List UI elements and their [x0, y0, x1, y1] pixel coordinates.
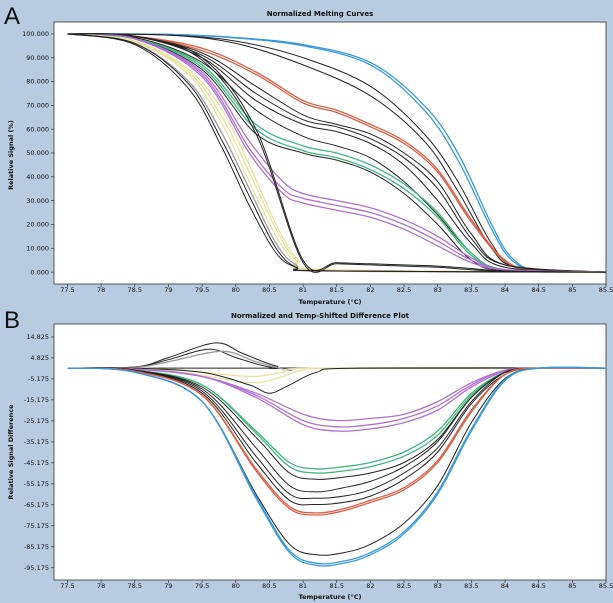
panel-a-y-tick-label: 60.000 — [26, 125, 49, 133]
panel-a-plot-area — [53, 21, 607, 285]
panel-a-x-tick-label: 80 — [232, 286, 240, 294]
panel-a-x-tick-label: 79.5 — [195, 286, 209, 294]
panel-b-x-tick-label: 81.5 — [329, 582, 343, 590]
panel-b-y-tick-label: -65.175 — [24, 501, 49, 509]
panel-a-x-tick-label: 85.5 — [599, 286, 613, 294]
panel-b-y-tick-label: 4.825 — [30, 354, 49, 362]
panel-b-y-ticks: 14.825 4.825 -5.175 -15.175 -25.175 -35.175 -4… — [24, 333, 54, 572]
panel-b-x-tick-label: 80 — [232, 582, 240, 590]
panel-a-series-line-black — [67, 33, 607, 273]
panel-a-y-ticks: 100.000 90.000 80.000 70.000 60.000 50.000 40.… — [22, 30, 54, 276]
panel-b-x-tick-label: 78 — [97, 582, 105, 590]
panel-b-x-tick-label: 79.5 — [195, 582, 209, 590]
panel-a-series-line-red — [67, 33, 607, 273]
panel-a-series-line-purple — [67, 33, 607, 273]
panel-a-series-line-blue — [67, 33, 607, 273]
panel-a-x-tick-label: 85 — [568, 286, 576, 294]
panel-b-x-tick-label: 82.5 — [397, 582, 411, 590]
panel-a-x-tick-label: 79 — [164, 286, 172, 294]
panel-a-letter: A — [4, 3, 20, 30]
panel-a-y-tick-label: 50.000 — [26, 149, 49, 157]
panel-b-series-line-purple — [67, 367, 607, 432]
panel-a-y-tick-label: 90.000 — [26, 54, 49, 62]
panel-b-x-tick-label: 84.5 — [531, 582, 545, 590]
panel-a-x-tick-label: 81.5 — [329, 286, 343, 294]
panel-a-y-tick-label: 80.000 — [26, 78, 49, 86]
panel-b-y-tick-label: -45.175 — [24, 459, 49, 467]
panel-b-series-line-blue — [67, 366, 607, 565]
panel-b-letter: B — [4, 307, 20, 334]
panel-a-series-line-black — [67, 33, 607, 273]
panel-a-x-tick-label: 84.5 — [531, 286, 545, 294]
panel-a-series-line-green — [67, 33, 607, 273]
panel-a-y-tick-label: 70.000 — [26, 102, 49, 110]
panel-b-series — [67, 342, 607, 567]
panel-b-x-tick-label: 82 — [366, 582, 374, 590]
panel-a-x-tick-label: 80.5 — [262, 286, 276, 294]
panel-b-series-line-black — [67, 367, 607, 500]
panel-b-x-tick-label: 83.5 — [464, 582, 478, 590]
panel-a-x-tick-label: 82.5 — [397, 286, 411, 294]
panel-b-x-tick-label: 79 — [164, 582, 172, 590]
panel-b-y-axis-label: Relative Signal Difference — [7, 404, 15, 500]
panel-b-y-tick-label: -15.175 — [24, 396, 49, 404]
panel-a-x-tick-label: 77.5 — [60, 286, 74, 294]
panel-a-series — [67, 33, 607, 273]
panel-a-series-line-black — [67, 33, 607, 273]
panel-b-y-tick-label: -25.175 — [24, 417, 49, 425]
panel-b-x-tick-label: 77.5 — [60, 582, 74, 590]
panel-a-series-line-red — [67, 33, 607, 273]
panel-b-y-tick-label: -5.175 — [28, 375, 49, 383]
panel-b-x-tick-label: 78.5 — [128, 582, 142, 590]
panel-a-y-tick-label: 100.000 — [22, 30, 49, 38]
panel-a-x-tick-label: 78.5 — [128, 286, 142, 294]
panel-b-x-tick-label: 84 — [501, 582, 509, 590]
panel-a-y-tick-label: 10.000 — [26, 244, 49, 252]
panel-b-plot-area — [53, 323, 607, 581]
panel-a-x-axis-label: Temperature (°C) — [299, 298, 362, 306]
panel-a-y-tick-label: 30.000 — [26, 197, 49, 205]
panel-a-y-tick-label: 0.000 — [30, 268, 49, 276]
panel-b-title: Normalized and Temp-Shifted Difference P… — [231, 312, 410, 320]
panel-a-x-tick-label: 84 — [501, 286, 509, 294]
panel-a-x-tick-label: 81 — [299, 286, 307, 294]
panel-b-x-axis-label: Temperature (°C) — [299, 593, 362, 601]
panel-a-x-tick-label: 82 — [366, 286, 374, 294]
panel-b: B Normalized and Temp-Shifted Difference… — [4, 307, 613, 601]
panel-a-series-line-purple — [67, 33, 607, 273]
panel-b-x-tick-label: 85.5 — [599, 582, 613, 590]
panel-b-x-tick-label: 81 — [299, 582, 307, 590]
panel-b-series-line-black — [67, 367, 607, 394]
panel-b-x-tick-label: 80.5 — [262, 582, 276, 590]
panel-b-y-tick-label: -35.175 — [24, 438, 49, 446]
panel-a-y-axis-label: Relative Signal (%) — [7, 120, 15, 190]
panel-b-series-line-red — [67, 366, 607, 516]
panel-a-y-tick-label: 40.000 — [26, 173, 49, 181]
panel-a-x-tick-label: 83 — [434, 286, 442, 294]
panel-b-y-tick-label: 14.825 — [26, 333, 49, 341]
panel-b-y-tick-label: -85.175 — [24, 543, 49, 551]
panel-a-series-line-purple — [67, 33, 607, 273]
panel-a: A Normalized Melting Curves 100.000 90.00… — [4, 3, 613, 306]
panel-b-y-tick-label: -75.175 — [24, 522, 49, 530]
panel-a-title: Normalized Melting Curves — [267, 10, 374, 18]
panel-b-x-ticks: 77.5 78 78.5 79 79.5 80 80.5 81 81.5 82 82.5 83 83.5… — [60, 580, 613, 590]
panel-a-y-tick-label: 20.000 — [26, 221, 49, 229]
panel-a-series-line-black — [67, 33, 607, 273]
panel-b-x-tick-label: 85 — [568, 582, 576, 590]
panel-b-y-tick-label: -55.175 — [24, 480, 49, 488]
panel-a-x-tick-label: 83.5 — [464, 286, 478, 294]
panel-b-y-tick-label: -95.175 — [24, 564, 49, 572]
panel-a-x-tick-label: 78 — [97, 286, 105, 294]
panel-a-x-ticks: 77.5 78 78.5 79 79.5 80 80.5 81 81.5 82 82.5 83 83.5… — [60, 284, 613, 294]
panel-a-series-line-yellow — [67, 33, 607, 273]
panel-b-x-tick-label: 83 — [434, 582, 442, 590]
panel-a-series-line-black — [67, 33, 607, 273]
